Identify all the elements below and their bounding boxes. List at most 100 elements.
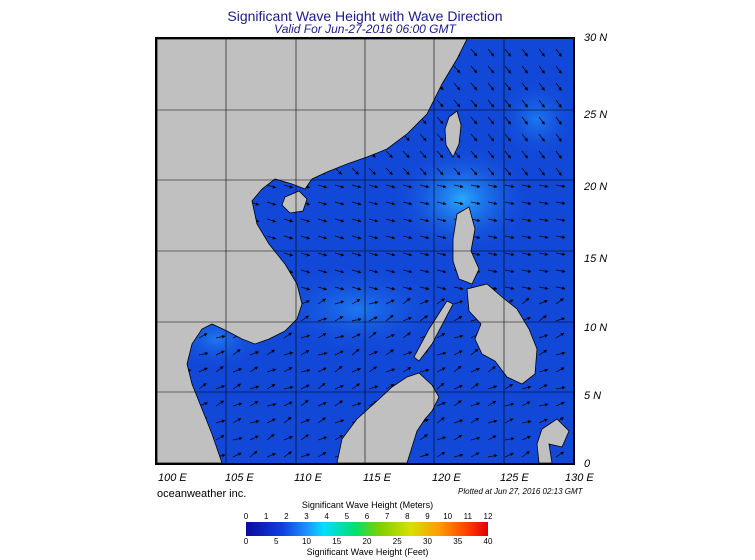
wave-arrow (368, 351, 378, 356)
wave-arrow (334, 167, 343, 175)
colorbar-tick-feet: 35 (453, 537, 463, 546)
x-label-115e: 115 E (363, 472, 391, 484)
wave-arrow (504, 235, 515, 239)
wave-arrow (555, 201, 566, 205)
x-label-125e: 125 E (500, 472, 529, 484)
wave-arrow (419, 252, 430, 257)
wave-arrow (317, 402, 327, 407)
colorbar-tick-meters: 9 (425, 512, 430, 521)
wave-arrow (402, 332, 411, 339)
wave-arrow (521, 218, 532, 222)
wave-arrow (334, 316, 344, 322)
wave-arrow (487, 184, 498, 189)
wave-arrow (283, 184, 294, 189)
colorbar-tick-meters: 7 (384, 512, 390, 521)
wave-arrow (470, 383, 479, 390)
wave-arrow (504, 286, 515, 290)
wave-arrow (453, 286, 464, 291)
wave-arrow (436, 150, 444, 159)
wave-arrow (470, 436, 481, 441)
wave-arrow (385, 314, 394, 322)
wave-arrow (402, 297, 411, 305)
wave-arrow (232, 452, 242, 458)
visayas-mindanao (466, 283, 538, 385)
wave-arrow (317, 184, 328, 189)
wave-arrow (487, 65, 495, 74)
brand-label: oceanweather inc. (157, 488, 247, 500)
wave-arrow (300, 269, 311, 274)
wave-arrow (436, 382, 445, 390)
wave-arrow (436, 451, 446, 458)
wave-height-peak-east (497, 79, 573, 159)
wave-arrow (470, 201, 481, 206)
wave-arrow (198, 367, 208, 373)
wave-arrow (317, 351, 328, 356)
wave-arrow (317, 452, 327, 458)
wave-arrow (555, 133, 562, 142)
wave-arrow (555, 286, 566, 290)
wave-arrow (300, 315, 310, 322)
wave-arrow (504, 82, 512, 91)
wave-arrow (368, 366, 377, 373)
y-label-15n: 15 N (584, 253, 608, 265)
wave-arrow (368, 167, 376, 175)
wave-arrow (368, 184, 379, 189)
wave-arrow (538, 116, 545, 125)
wave-arrow (283, 351, 294, 356)
wave-height-peak-central (267, 264, 447, 354)
colorbar-tick-feet: 5 (274, 537, 279, 546)
wave-arrow (385, 167, 393, 176)
x-label-100e: 100 E (158, 472, 187, 484)
colorbar-tick-feet: 30 (423, 537, 432, 546)
wave-arrow (368, 385, 379, 390)
wave-arrow (300, 453, 311, 458)
wave-arrow (300, 368, 311, 373)
wave-arrow (504, 201, 515, 205)
wave-arrow (487, 218, 498, 223)
wave-arrow (317, 317, 328, 322)
wave-arrow (487, 150, 495, 159)
wave-arrow (555, 235, 566, 239)
wave-arrow (419, 184, 430, 189)
wave-arrow (419, 235, 430, 240)
wave-arrow (521, 116, 528, 125)
wave-arrow (487, 235, 498, 240)
wave-arrow (249, 450, 258, 458)
wave-arrow (402, 286, 413, 291)
wave-arrow (555, 451, 565, 458)
wave-arrow (436, 351, 447, 356)
wave-arrow (487, 48, 495, 57)
wave-arrow (198, 351, 209, 356)
wave-arrow (317, 252, 328, 257)
wave-arrow (419, 315, 428, 322)
wave-arrow (351, 348, 360, 356)
wave-arrow (317, 436, 328, 441)
wave-arrow (504, 99, 512, 108)
plotted-timestamp: Plotted at Jun 27, 2016 02:13 GMT (458, 487, 583, 496)
wave-arrow (436, 417, 445, 424)
wave-arrow (521, 451, 530, 458)
wave-arrow (368, 269, 379, 274)
wave-arrow (334, 385, 344, 390)
wave-arrow (385, 201, 396, 206)
wave-arrow (232, 383, 242, 390)
colorbar-tick-meters: 6 (364, 512, 370, 521)
wave-arrow (351, 286, 362, 291)
wave-arrow (470, 167, 478, 176)
wave-arrow (232, 349, 241, 356)
wave-arrow (402, 252, 413, 257)
wave-arrow (555, 298, 564, 305)
wave-arrow (385, 299, 395, 305)
wave-arrow (300, 399, 309, 407)
wave-arrow (555, 82, 562, 91)
wave-arrow (266, 433, 275, 441)
wave-arrow (504, 218, 515, 222)
wave-arrow (538, 201, 549, 205)
wave-arrow (487, 454, 498, 458)
wave-arrow (283, 235, 294, 240)
wave-arrow (249, 385, 260, 390)
wave-arrow (317, 367, 327, 373)
wave-arrow (402, 317, 412, 322)
wave-arrow (521, 184, 532, 188)
y-label-10n: 10 N (584, 322, 608, 334)
